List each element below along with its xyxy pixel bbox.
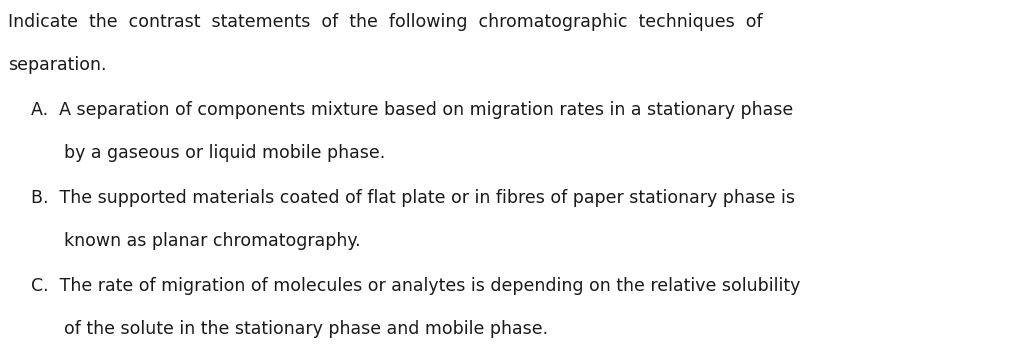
Text: separation.: separation. [8,56,106,74]
Text: B.  The supported materials coated of flat plate or in fibres of paper stationar: B. The supported materials coated of fla… [31,189,795,207]
Text: by a gaseous or liquid mobile phase.: by a gaseous or liquid mobile phase. [31,144,385,162]
Text: Indicate  the  contrast  statements  of  the  following  chromatographic  techni: Indicate the contrast statements of the … [8,13,762,31]
Text: of the solute in the stationary phase and mobile phase.: of the solute in the stationary phase an… [31,320,548,338]
Text: A.  A separation of components mixture based on migration rates in a stationary : A. A separation of components mixture ba… [31,101,793,119]
Text: known as planar chromatography.: known as planar chromatography. [31,232,361,250]
Text: C.  The rate of migration of molecules or analytes is depending on the relative : C. The rate of migration of molecules or… [31,277,800,295]
